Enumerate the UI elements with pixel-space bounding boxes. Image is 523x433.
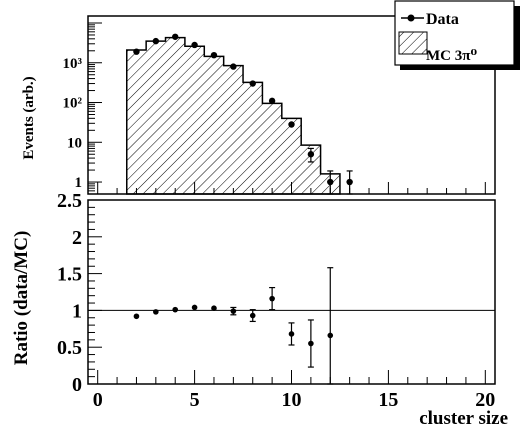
bottom-y-tick-label: 2.5 xyxy=(57,190,82,212)
data-point xyxy=(210,51,218,59)
x-tick-label: 15 xyxy=(378,389,398,411)
mc-histogram-path xyxy=(126,36,341,195)
top-panel: 1 10 10² 10³ Events (arb.) Data MC 3π⁰ xyxy=(21,0,520,195)
data-point xyxy=(288,121,295,128)
data-point xyxy=(327,178,334,186)
top-y-tick-label: 10 xyxy=(67,135,82,151)
legend-label-mc: MC 3π⁰ xyxy=(426,48,477,64)
bottom-plot-frame xyxy=(87,199,496,385)
ratio-point xyxy=(308,340,314,347)
ratio-point xyxy=(172,306,179,313)
ratio-point xyxy=(133,313,140,320)
ratio-point xyxy=(288,331,295,337)
top-y-axis-label: Events (arb.) xyxy=(21,76,37,159)
ratio-points xyxy=(133,267,334,385)
top-y-ticks: 1 10 10² 10³ xyxy=(63,22,486,195)
data-point xyxy=(133,48,140,55)
bottom-y-tick-label: 1.5 xyxy=(57,264,82,286)
top-y-tick-label: 1 xyxy=(75,175,83,191)
data-point xyxy=(152,37,160,45)
legend-label-data: Data xyxy=(426,11,459,28)
bottom-axes-ticks: 0 0.5 1 1.5 2 2.5 0 5 10 15 20 xyxy=(57,190,495,411)
data-point xyxy=(268,97,276,105)
legend-mc-swatch xyxy=(398,31,428,55)
data-points xyxy=(133,33,353,195)
x-tick-label: 20 xyxy=(475,389,495,411)
x-tick-label: 0 xyxy=(93,389,103,411)
data-point xyxy=(230,63,237,70)
mc-histogram xyxy=(126,36,341,195)
x-axis-label: cluster size xyxy=(419,408,508,429)
ratio-point xyxy=(230,308,237,314)
bottom-y-tick-label: 1 xyxy=(72,300,82,322)
bottom-y-tick-label: 0.5 xyxy=(57,337,82,359)
ratio-point xyxy=(211,305,217,311)
legend-data-marker xyxy=(407,14,415,22)
ratio-point xyxy=(191,304,198,311)
data-point xyxy=(191,41,198,49)
data-point xyxy=(249,80,256,87)
ratio-point xyxy=(327,332,334,339)
data-point xyxy=(307,151,315,158)
ratio-point xyxy=(249,312,256,319)
x-tick-label: 10 xyxy=(282,389,302,411)
top-y-tick-label: 10² xyxy=(63,96,83,112)
legend: Data MC 3π⁰ xyxy=(394,0,520,70)
bottom-y-tick-label: 2 xyxy=(72,227,82,249)
top-y-tick-label: 10³ xyxy=(63,56,83,72)
data-point xyxy=(172,33,179,40)
bottom-y-tick-label: 0 xyxy=(72,374,82,396)
bottom-panel: 0 0.5 1 1.5 2 2.5 0 5 10 15 20 Ratio (data/MC) clu… xyxy=(11,190,508,429)
x-tick-label: 5 xyxy=(190,389,200,411)
data-point xyxy=(346,178,353,186)
bottom-y-axis-label: Ratio (data/MC) xyxy=(11,231,32,366)
ratio-point xyxy=(269,295,275,302)
ratio-point xyxy=(153,309,159,315)
